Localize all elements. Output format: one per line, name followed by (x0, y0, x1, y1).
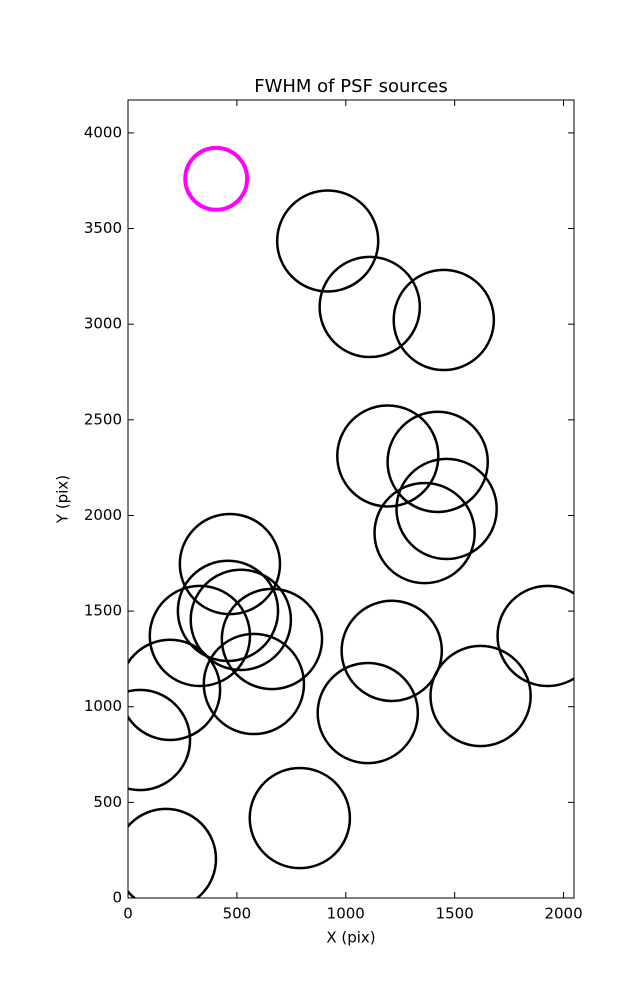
psf-circle (178, 512, 282, 616)
y-tick-label: 1500 (84, 602, 122, 620)
psf-circle (128, 638, 222, 742)
psf-circle (128, 807, 218, 898)
psf-circle (496, 584, 574, 688)
psf-circle (392, 268, 496, 372)
y-tick-label: 1000 (84, 697, 122, 715)
psf-circle (395, 457, 498, 561)
y-tick-label: 4000 (84, 123, 122, 141)
plot-area (128, 145, 574, 898)
psf-circle (128, 688, 192, 792)
psf-circle (316, 661, 420, 765)
x-tick-label: 500 (223, 905, 252, 923)
x-tick-label: 1000 (327, 905, 365, 923)
y-tick-label: 500 (93, 793, 122, 811)
psf-circle (336, 404, 440, 508)
y-axis-label: Y (pix) (54, 475, 72, 524)
plot-frame (127, 99, 575, 899)
chart-title: FWHM of PSF sources (254, 76, 448, 97)
psf-circle (386, 410, 490, 514)
psf-circle (189, 568, 293, 672)
psf-circle (318, 255, 422, 359)
y-tick-label: 0 (112, 889, 122, 907)
psf-circle (220, 587, 324, 691)
x-tick-label: 1500 (436, 905, 474, 923)
y-tick-label: 3500 (84, 219, 122, 237)
psf-circle (340, 599, 444, 703)
psf-circle (183, 145, 250, 212)
psf-circle (148, 584, 252, 688)
psf-circle (248, 766, 352, 870)
psf-circle (202, 632, 306, 736)
psf-circle (429, 644, 532, 748)
x-tick-label: 0 (123, 905, 133, 923)
x-tick-label: 2000 (544, 905, 582, 923)
psf-circle (275, 189, 380, 293)
y-tick-label: 3000 (84, 315, 122, 333)
psf-circle (373, 481, 476, 585)
y-tick-label: 2000 (84, 506, 122, 524)
x-axis-label: X (pix) (326, 929, 375, 947)
y-tick-label: 2500 (84, 410, 122, 428)
